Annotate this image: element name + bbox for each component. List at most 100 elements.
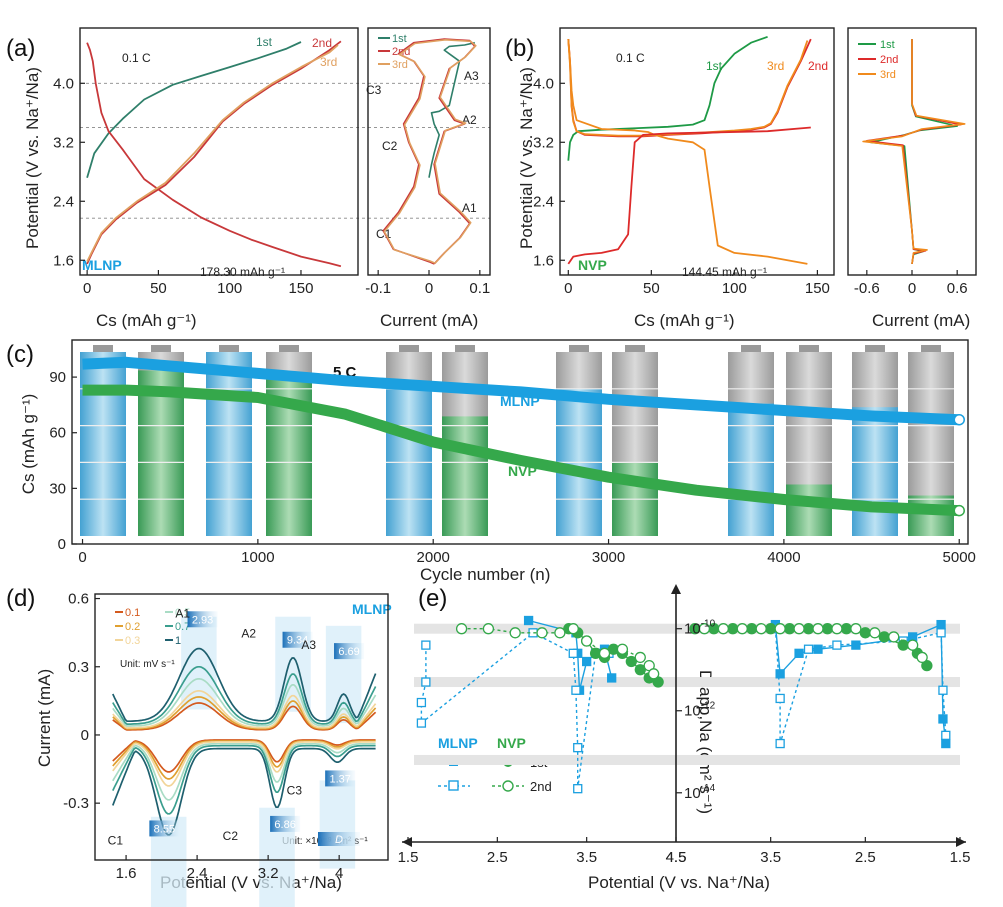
a-cv-peak-A2: A2 <box>462 113 477 127</box>
e-right-marker <box>813 644 823 654</box>
e-y-arrow <box>671 584 681 594</box>
e-left-marker <box>421 677 431 687</box>
d-material-label: MLNP <box>352 601 392 617</box>
e-right-marker <box>794 648 804 658</box>
a-capacity-label: 178.30 mAh g⁻¹ <box>200 265 285 279</box>
b-series-discharge-2 <box>567 126 811 265</box>
svg-text:2nd: 2nd <box>880 54 898 66</box>
b-series-1st <box>567 35 768 161</box>
e-ylabel: D app,Na (cm² s⁻¹) <box>696 670 715 814</box>
d-xtick-label: 2.4 <box>187 865 208 882</box>
battery-cap <box>569 345 589 353</box>
d-frame <box>94 593 389 861</box>
c-ytick-label: 90 <box>49 369 66 386</box>
c-series-end-marker <box>953 413 965 426</box>
b-cv-series-3rd <box>862 39 966 265</box>
d-legend-label: 0.2 <box>125 621 140 633</box>
e-left-marker <box>598 647 611 659</box>
e-right-marker <box>941 730 951 741</box>
d-ytick-label: -0.3 <box>63 795 89 812</box>
d-unit-badge-label: D <box>335 834 343 846</box>
e-right-marker <box>936 619 946 630</box>
d-cv-cathodic-0.5 <box>112 742 376 801</box>
e-left-marker <box>567 623 579 635</box>
battery-fill <box>852 407 898 536</box>
e-left-marker <box>648 668 660 680</box>
e-right-marker <box>941 738 951 749</box>
d-peak-name-A1: A1 <box>175 606 190 620</box>
e-left-marker <box>421 640 431 650</box>
d-peak-badge-C2 <box>270 815 301 832</box>
d-cv-anodic-0.5 <box>112 678 377 727</box>
e-left-marker <box>536 627 548 639</box>
e-band <box>414 754 960 765</box>
b-series-2nd <box>567 38 812 138</box>
a-cv-xtick-label: 0 <box>425 280 433 297</box>
a-ytick-label: 3.2 <box>53 134 74 151</box>
a-cv-xlabel: Current (mA) <box>380 311 478 330</box>
b-label-2nd: 2nd <box>808 59 828 73</box>
a-series-1st <box>86 41 302 178</box>
c-xtick-label: 1000 <box>241 549 274 566</box>
e-right-marker <box>698 623 711 635</box>
panel-label-c: (c) <box>6 341 34 368</box>
c-frame <box>71 339 969 545</box>
a-ytick-label: 2.4 <box>53 193 74 210</box>
d-ytick-label: 0.3 <box>68 659 89 676</box>
c-series-end-marker <box>953 504 965 517</box>
b-cv-legend: 1st 2nd 3rd <box>858 39 898 81</box>
d-peak-band <box>319 780 356 869</box>
d-cv-anodic-1 <box>112 647 377 723</box>
d-peak-badge-A1 <box>187 611 218 628</box>
d-peak-badge-C3 <box>325 770 356 787</box>
c-series-NVP <box>82 384 960 517</box>
d-cv-cathodic-0.7 <box>112 744 376 815</box>
e-right-xtick-label: 3.5 <box>760 849 781 866</box>
e-right-marker <box>803 644 814 654</box>
b-xtick-label: 100 <box>722 280 747 297</box>
a-xlabel: Cs (mAh g⁻¹) <box>96 311 197 330</box>
a-material-label: MLNP <box>82 257 122 273</box>
e-ytick-label: 10-10 <box>684 619 716 638</box>
d-peak-badge-A2 <box>282 631 313 648</box>
panel-label-d: (d) <box>6 585 35 612</box>
d-peak-name-A2: A2 <box>241 627 256 641</box>
e-left-marker <box>625 655 637 668</box>
b-gcd-frame <box>559 27 835 276</box>
a-ytick-label: 1.6 <box>53 252 74 269</box>
a-series-2nd <box>86 42 342 268</box>
battery-cap <box>921 345 941 353</box>
e-right-marker <box>936 628 946 638</box>
e-right-marker <box>869 627 881 639</box>
a-label-3rd: 3rd <box>320 55 337 69</box>
e-band <box>414 623 960 634</box>
battery-cap <box>219 345 239 353</box>
d-xlabel: Potential (V vs. Na⁺/Na) <box>160 873 342 892</box>
e-left-marker <box>581 635 593 647</box>
d-peak-value-C1: 8.55 <box>154 823 175 835</box>
a-cv-peak-A1: A1 <box>462 201 477 215</box>
e-left-marker <box>607 673 617 683</box>
battery-fill <box>206 352 252 536</box>
c-xlabel: Cycle number (n) <box>420 565 550 584</box>
e-left-marker <box>571 685 581 695</box>
svg-text:3rd: 3rd <box>392 59 408 71</box>
e-left-xtick-label: 1.5 <box>398 849 419 866</box>
b-label-3rd: 3rd <box>767 59 784 73</box>
d-legend-label: 0.1 <box>125 607 140 619</box>
b-ytick-label: 2.4 <box>533 193 554 210</box>
d-ytick-label: 0 <box>81 727 89 744</box>
a-series-3rd <box>86 44 339 263</box>
battery-fill <box>908 495 954 536</box>
d-cv-anodic-0.2 <box>112 696 377 730</box>
a-rate-label: 0.1 C <box>122 51 151 65</box>
d-cv-cathodic-0.2 <box>112 740 376 780</box>
b-ylabel: Potential (V vs. Na⁺/Na) <box>517 67 536 249</box>
a-ytick-label: 4.0 <box>53 75 74 92</box>
e-left-marker <box>509 627 521 639</box>
d-cv-anodic-0.7 <box>112 665 377 725</box>
e-left-marker <box>634 664 646 676</box>
a-cv-xtick-label: -0.1 <box>365 280 391 297</box>
e-left-marker <box>482 623 495 635</box>
d-legend-label: 0.5 <box>175 607 190 619</box>
